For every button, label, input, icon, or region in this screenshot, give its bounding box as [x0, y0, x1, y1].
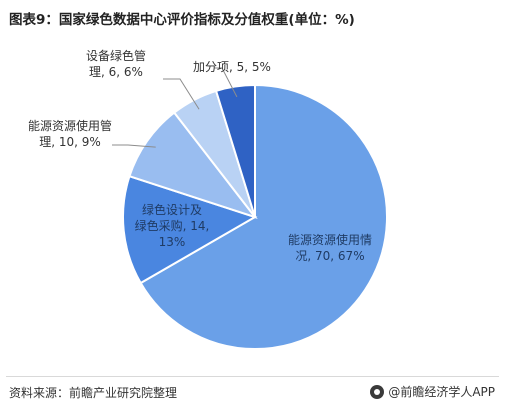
pie-slice-2	[122, 174, 258, 285]
brand-text: @前瞻经济学人APP	[388, 385, 495, 399]
slice-label-line: 能源资源使用管	[28, 118, 112, 133]
slice-label-line: 设备绿色管	[86, 48, 146, 63]
chart-title: 图表9：国家绿色数据中心评价指标及分值权重(单位：%)	[9, 12, 355, 28]
leader-line-3	[112, 144, 156, 148]
footer-divider	[6, 376, 499, 377]
slice-label-2: 绿色设计及绿色采购, 14, 13%	[135, 202, 210, 249]
slice-label-1: 能源资源使用情况, 70, 67%	[288, 232, 372, 263]
brand-logo-icon	[370, 384, 385, 399]
pie-slice-3	[128, 111, 258, 219]
slice-label-5: 加分项, 5, 5%	[193, 60, 271, 74]
slice-label-line: 13%	[159, 235, 186, 249]
slice-label-line: 理, 10, 9%	[39, 135, 101, 149]
leader-line-5	[214, 67, 238, 98]
slice-label-line: 加分项, 5, 5%	[193, 60, 271, 74]
slice-label-4: 设备绿色管理, 6, 6%	[86, 48, 146, 79]
slice-label-line: 况, 70, 67%	[295, 249, 364, 263]
slice-label-line: 理, 6, 6%	[89, 65, 143, 79]
source-note: 资料来源：前瞻产业研究院整理	[9, 386, 178, 400]
slice-label-3: 能源资源使用管理, 10, 9%	[28, 118, 112, 149]
pie-slice-5	[214, 83, 256, 218]
pie-slice-1	[139, 83, 388, 350]
slice-label-line: 绿色采购, 14,	[135, 218, 210, 233]
slice-label-line: 能源资源使用情	[288, 232, 372, 247]
slice-label-line: 绿色设计及	[142, 202, 202, 217]
brand-credit: @前瞻经济学人APP	[370, 383, 495, 400]
leader-line-4	[163, 78, 200, 110]
